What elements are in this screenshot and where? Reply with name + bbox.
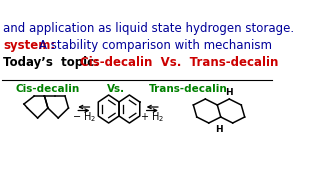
Text: Today’s  topic:: Today’s topic: xyxy=(4,55,100,69)
Text: Cis-decalin  Vs.  Trans-decalin: Cis-decalin Vs. Trans-decalin xyxy=(80,55,278,69)
Text: $+\ \mathregular{H_2}$: $+\ \mathregular{H_2}$ xyxy=(140,110,164,124)
Text: A stability comparison with mechanism: A stability comparison with mechanism xyxy=(39,39,272,51)
Text: $-\ \mathregular{H_2}$: $-\ \mathregular{H_2}$ xyxy=(72,110,96,124)
Text: Cis-decalin: Cis-decalin xyxy=(16,84,80,94)
Text: system:: system: xyxy=(4,39,56,51)
Text: and application as liquid state hydrogen storage.: and application as liquid state hydrogen… xyxy=(4,21,294,35)
Text: Trans-decalin: Trans-decalin xyxy=(149,84,228,94)
Text: Vs.: Vs. xyxy=(107,84,125,94)
Text: H: H xyxy=(226,87,233,96)
Text: H: H xyxy=(215,125,223,134)
